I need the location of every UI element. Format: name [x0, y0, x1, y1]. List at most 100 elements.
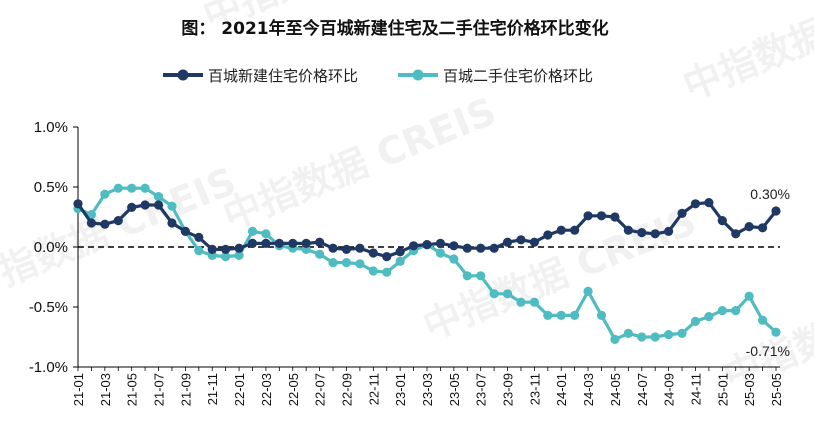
series-1-point [462, 271, 472, 281]
series-1-point [489, 289, 499, 299]
series-0-point [744, 222, 754, 232]
series-1-point [382, 267, 392, 277]
series-0-point [731, 229, 741, 239]
x-tick-label: 22-03 [259, 373, 274, 406]
series-0-point [315, 237, 325, 247]
x-tick-label: 22-01 [232, 373, 247, 406]
legend: 百城新建住宅价格环比 百城二手住宅价格环比 [163, 67, 593, 85]
series-0-point [221, 244, 231, 254]
series-0-point [234, 243, 244, 253]
series-0-point [382, 252, 392, 262]
series-0-point [650, 229, 660, 239]
x-tick-label: 24-03 [581, 373, 596, 406]
series-0-point [113, 216, 123, 226]
watermark-text: 中指数据 CREIS [677, 0, 814, 108]
series-1-point [664, 330, 674, 340]
series-0-point [153, 200, 164, 210]
x-tick-label: 23-07 [474, 373, 489, 406]
legend-label-0: 百城新建住宅价格环比 [208, 67, 358, 85]
x-tick-label: 23-05 [447, 373, 462, 406]
series-0-point [140, 200, 150, 210]
series-1-point [86, 210, 97, 220]
x-tick-label: 21-09 [178, 373, 193, 406]
x-tick-label: 24-09 [662, 373, 677, 406]
series-0-point [516, 235, 526, 245]
series-1-point [113, 183, 123, 193]
series-1-point [395, 256, 405, 266]
series-1-point [690, 316, 701, 326]
series-0-point [449, 241, 459, 251]
series-1-point [650, 332, 660, 342]
series-1-point [355, 259, 365, 269]
series-1-point [341, 258, 352, 268]
series-1-point [502, 289, 513, 299]
series-1-point [328, 258, 338, 268]
series-1-point [570, 310, 580, 320]
series-0-point [341, 244, 352, 254]
chart-title: 图： 2021年至今百城新建住宅及二手住宅价格环比变化 [181, 18, 608, 39]
series-0-point [771, 206, 781, 216]
x-tick-label: 24-01 [554, 373, 569, 406]
series-1-point [556, 310, 566, 320]
series-0-point [274, 238, 284, 248]
x-tick-label: 25-03 [742, 373, 757, 406]
series-0-point [408, 241, 419, 251]
series-0-point [435, 238, 446, 248]
series-0-point [489, 243, 499, 253]
series-1-point [100, 189, 110, 199]
x-tick-label: 25-01 [715, 373, 730, 406]
series-1-point [731, 306, 741, 316]
series-1-point [771, 327, 781, 337]
series-1-point [744, 291, 754, 301]
y-tick-label: -1.0% [29, 359, 68, 376]
series-1-point [234, 250, 244, 260]
x-tick-label: 24-05 [608, 373, 623, 406]
watermark-text: 中指数据 CREIS [417, 199, 702, 348]
legend-marker-1 [412, 69, 424, 81]
series-0-point [422, 240, 432, 250]
series-0-point [502, 237, 513, 247]
series-1-point [221, 252, 231, 262]
series-1-point [543, 310, 553, 320]
series-0-point [288, 238, 298, 248]
x-tick-label: 21-11 [205, 373, 220, 405]
series-0-point [543, 230, 553, 240]
data-label-0: 0.30% [750, 186, 790, 202]
x-tick-label: 22-05 [286, 373, 301, 406]
series-0-point [261, 238, 271, 248]
data-label-1: -0.71% [746, 343, 790, 359]
series-1-point [583, 286, 593, 296]
series-1-point [717, 306, 727, 316]
series-1-point [704, 312, 714, 322]
series-0-point [677, 208, 687, 218]
series-0-point [247, 238, 258, 248]
series-0-point [100, 219, 110, 229]
watermark-text: 中指数据 CREIS [217, 89, 502, 238]
series-0-point [368, 248, 378, 258]
series-0-point [180, 226, 190, 236]
series-1-point [637, 332, 647, 342]
x-tick-label: 22-09 [339, 373, 354, 406]
series-1-point [435, 248, 446, 258]
series-1-point [529, 297, 539, 307]
series-0-point [476, 243, 486, 253]
series-0-point [355, 243, 365, 253]
series-1-point [127, 183, 137, 193]
series-1-point [368, 266, 378, 276]
series-layer [73, 183, 781, 344]
series-1-point [140, 183, 150, 193]
series-1-point [194, 246, 204, 256]
x-tick-label: 22-07 [313, 373, 328, 406]
x-tick-label: 24-11 [688, 373, 703, 405]
axes: 1.0% 0.5% 0.0% -0.5% -1.0%21-01 21-03 21-05 21-… [29, 119, 784, 406]
x-tick-label: 24-07 [635, 373, 650, 406]
series-1-point [167, 201, 177, 211]
series-0-point [583, 211, 593, 221]
series-1-point [247, 226, 258, 236]
series-0-point [127, 202, 137, 212]
x-tick-label: 23-03 [420, 373, 435, 406]
y-tick-label: -0.5% [29, 299, 68, 316]
series-0-point [529, 237, 539, 247]
